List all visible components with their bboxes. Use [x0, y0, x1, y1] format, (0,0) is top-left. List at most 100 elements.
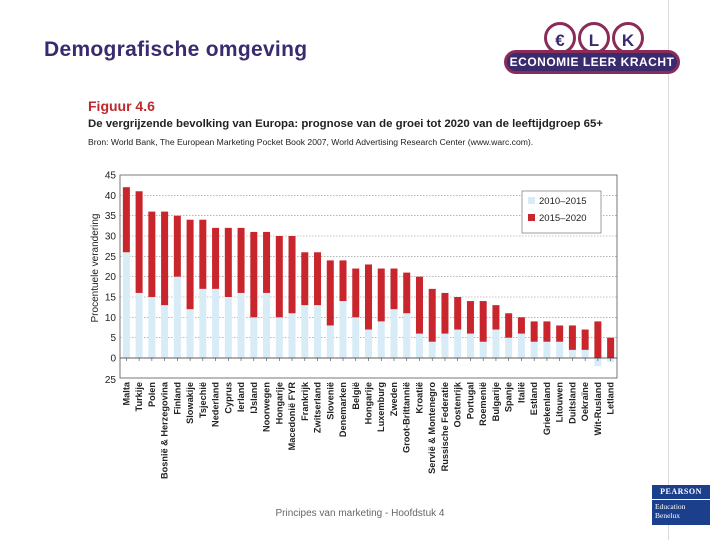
y-tick-label: 30	[105, 232, 117, 243]
bar-2015-2020	[441, 292, 449, 334]
category-label: Wit-Rusland	[593, 382, 603, 436]
category-label: Finland	[172, 382, 182, 415]
bar-2010-2015	[556, 341, 564, 358]
category-label: België	[351, 382, 361, 410]
bar-2015-2020	[224, 227, 232, 297]
y-axis-label: Procentuele verandering	[90, 214, 101, 323]
bar-2015-2020	[390, 268, 398, 310]
bar-2015-2020	[148, 211, 156, 297]
category-label: Malta	[121, 381, 131, 405]
category-label: Frankrijk	[300, 381, 310, 421]
legend-label: 2010–2015	[539, 196, 587, 207]
legend-swatch	[528, 197, 535, 204]
bar-2010-2015	[161, 305, 169, 358]
category-label: Italië	[516, 382, 526, 403]
bar-2010-2015	[415, 333, 423, 358]
bar-2015-2020	[122, 187, 130, 253]
bar-2015-2020	[314, 252, 322, 306]
bar-2010-2015	[326, 325, 334, 358]
category-label: Slowakije	[185, 382, 195, 424]
legend-label: 2015–2020	[539, 213, 587, 224]
category-label: Letland	[606, 382, 616, 415]
category-label: Portugal	[465, 382, 475, 419]
bar-2015-2020	[607, 337, 615, 358]
y-tick-label: 35	[105, 211, 117, 222]
bar-2010-2015	[301, 305, 309, 358]
bar-2015-2020	[454, 297, 462, 330]
bar-2010-2015	[517, 333, 525, 358]
category-label: Servië & Montenegro	[427, 382, 437, 474]
category-label: Groot-Brittannië	[402, 382, 412, 453]
bar-2015-2020	[581, 329, 589, 350]
bar-2015-2020	[543, 321, 551, 342]
logo-band: ECONOMIE LEER KRACHT	[504, 50, 680, 74]
slide-footer: Principes van marketing - Hoofdstuk 4	[275, 508, 445, 519]
category-label: Slovenië	[325, 382, 335, 420]
category-label: Turkije	[134, 382, 144, 411]
bar-2015-2020	[352, 268, 360, 318]
bar-2010-2015	[352, 317, 360, 358]
category-label: Zwitserland	[313, 382, 323, 433]
category-label: Litouwen	[555, 382, 565, 423]
bar-2010-2015	[492, 329, 500, 358]
bar-2015-2020	[250, 231, 258, 318]
slide-title: Demografische omgeving	[44, 38, 308, 61]
bar-2010-2015	[530, 341, 538, 358]
bar-2010-2015	[454, 329, 462, 358]
bar-2015-2020	[377, 268, 385, 322]
y-tick-label: 45	[105, 171, 117, 182]
category-label: Nederland	[211, 382, 221, 427]
category-label: Hongarije	[274, 382, 284, 424]
bar-2010-2015	[428, 341, 436, 358]
right-divider	[668, 0, 669, 540]
bar-2010-2015	[250, 317, 258, 358]
bar-2010-2015	[263, 292, 271, 358]
bar-2015-2020	[186, 219, 194, 310]
bar-2010-2015	[314, 305, 322, 358]
bar-2010-2015	[466, 333, 474, 358]
bar-2010-2015	[237, 292, 245, 358]
bar-2010-2015	[479, 341, 487, 358]
bar-2015-2020	[428, 288, 436, 342]
bar-2015-2020	[568, 325, 576, 350]
y-tick-label: 40	[105, 191, 117, 202]
bar-2010-2015	[505, 337, 513, 358]
pearson-education: Education	[655, 502, 686, 511]
category-label: Hongarije	[364, 382, 374, 424]
category-label: Zweden	[389, 382, 399, 417]
bar-2010-2015	[148, 297, 156, 358]
bar-2010-2015	[275, 317, 283, 358]
category-label: Spanje	[504, 382, 514, 412]
bar-2010-2015	[568, 349, 576, 358]
bar-2015-2020	[212, 227, 220, 289]
category-label: Russische Federatie	[440, 382, 450, 471]
bar-2010-2015	[199, 288, 207, 358]
bar-2015-2020	[403, 272, 411, 314]
category-label: Bulgarije	[491, 382, 501, 421]
bar-2015-2020	[492, 305, 500, 330]
bar-2015-2020	[326, 260, 334, 326]
bar-2010-2015	[339, 301, 347, 358]
pearson-logo: PEARSON Education Benelux	[652, 485, 710, 525]
figure-label: Figuur 4.6	[88, 98, 155, 114]
category-label: Oekraïne	[580, 382, 590, 421]
bar-2010-2015	[403, 313, 411, 358]
y-tick-label: 20	[105, 272, 117, 283]
y-tick-label: 25	[105, 252, 117, 263]
bar-2010-2015	[122, 252, 130, 358]
bar-2015-2020	[237, 227, 245, 293]
category-label: Duitsland	[567, 382, 577, 424]
economie-leer-kracht-logo: € L K ECONOMIE LEER KRACHT	[500, 20, 684, 80]
category-label: Luxemburg	[376, 382, 386, 432]
category-label: Macedonië FYR	[287, 382, 297, 451]
category-label: Ierland	[236, 382, 246, 412]
logo-text: ECONOMIE LEER KRACHT	[509, 55, 675, 69]
bar-2015-2020	[288, 236, 296, 314]
category-label: Noorwegen	[262, 382, 272, 432]
bar-2010-2015	[543, 341, 551, 358]
bar-2015-2020	[415, 276, 423, 334]
bar-2015-2020	[173, 215, 181, 277]
bar-2010-2015	[377, 321, 385, 358]
y-tick-label: 0	[110, 354, 116, 365]
bar-2010-2015	[390, 309, 398, 358]
